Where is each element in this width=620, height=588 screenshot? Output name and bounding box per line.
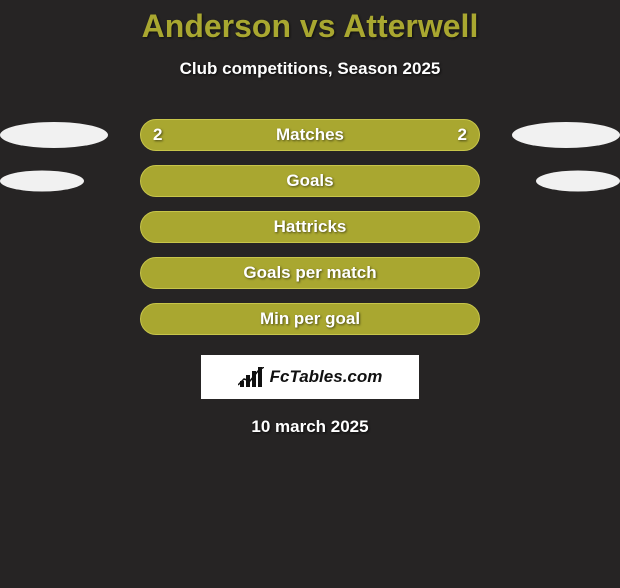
left-ellipse: [0, 171, 84, 192]
date-text: 10 march 2025: [0, 417, 620, 437]
stat-bar: Goals: [140, 165, 480, 197]
logo-box: FcTables.com: [201, 355, 419, 399]
player1-name: Anderson: [142, 8, 291, 44]
right-ellipse: [512, 122, 620, 148]
subtitle: Club competitions, Season 2025: [0, 59, 620, 79]
stat-row: Min per goal: [0, 303, 620, 335]
stat-row: Hattricks: [0, 211, 620, 243]
stat-label: Goals per match: [243, 263, 376, 283]
logo-text: FcTables.com: [270, 367, 383, 387]
stat-label: Matches: [276, 125, 344, 145]
left-ellipse: [0, 122, 108, 148]
stat-row: Goals per match: [0, 257, 620, 289]
stat-bar: 2 Matches 2: [140, 119, 480, 151]
vs-text: vs: [300, 8, 336, 44]
stat-row: Goals: [0, 165, 620, 197]
stat-rows: 2 Matches 2 Goals Hattricks Goals per match Mi…: [0, 119, 620, 335]
player2-name: Atterwell: [343, 8, 478, 44]
stat-value-left: 2: [153, 125, 162, 145]
stat-value-right: 2: [458, 125, 467, 145]
right-ellipse: [536, 171, 620, 192]
stat-label: Goals: [286, 171, 333, 191]
stat-bar: Hattricks: [140, 211, 480, 243]
stat-row: 2 Matches 2: [0, 119, 620, 151]
stat-label: Min per goal: [260, 309, 360, 329]
stat-bar: Min per goal: [140, 303, 480, 335]
stat-label: Hattricks: [274, 217, 347, 237]
logo: FcTables.com: [238, 367, 383, 387]
page-title: Anderson vs Atterwell: [0, 8, 620, 45]
stat-bar: Goals per match: [140, 257, 480, 289]
bars-icon: [238, 367, 264, 387]
